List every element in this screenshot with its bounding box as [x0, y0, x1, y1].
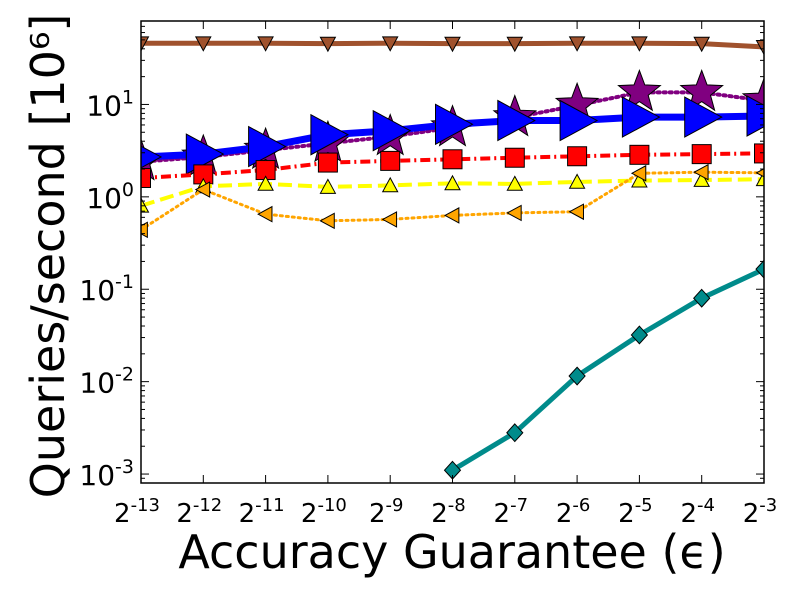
- y-tick-label: 10-2: [79, 364, 134, 400]
- data-point-orange: [693, 163, 709, 181]
- data-point-yellow: [568, 173, 586, 189]
- data-point-red: [317, 152, 338, 173]
- data-point-teal: [568, 366, 586, 386]
- x-axis-label: Accuracy Guarantee (ϵ): [178, 525, 725, 579]
- data-point-orange: [194, 181, 211, 198]
- data-point-yellow: [319, 178, 337, 194]
- data-point-orange: [506, 204, 522, 222]
- data-point-yellow: [693, 171, 711, 187]
- data-point-orange: [568, 203, 584, 221]
- data-point-red: [567, 146, 588, 167]
- data-point-yellow: [381, 176, 399, 193]
- data-point-purple: [679, 68, 724, 112]
- x-tick-label: 2-9: [369, 495, 404, 529]
- data-point-blue: [435, 103, 474, 146]
- data-point-red: [629, 144, 650, 165]
- data-point-blue: [746, 95, 764, 137]
- data-point-blue: [621, 96, 661, 138]
- data-point-brown: [693, 36, 711, 53]
- data-point-red: [442, 149, 463, 170]
- series-teal: [443, 259, 764, 480]
- x-tick-label: 2-12: [176, 495, 222, 529]
- plot-background: [141, 21, 764, 483]
- x-tick-label: 2-5: [618, 495, 653, 529]
- x-tick-label: 2-10: [301, 495, 347, 529]
- data-point-brown: [381, 36, 399, 52]
- data-point-blue: [372, 109, 412, 152]
- x-tick-label: 2-11: [239, 495, 285, 529]
- data-point-blue: [497, 99, 536, 142]
- y-tick-label: 101: [86, 86, 134, 122]
- data-point-orange: [381, 211, 398, 228]
- x-tick-label: 2-8: [431, 495, 466, 529]
- data-point-red: [141, 167, 151, 188]
- data-point-blue: [248, 125, 287, 168]
- tick-layer: 2-13 2-12 2-11 2-10 2-9 2-8 2-7 2-6 2-5 2-4 2-3 10-…: [79, 20, 778, 529]
- data-point-teal: [693, 288, 711, 308]
- data-point-orange: [630, 164, 647, 182]
- data-point-purple: [617, 68, 662, 112]
- series-blue: [141, 95, 764, 175]
- data-point-teal: [755, 259, 764, 279]
- x-tick-label: 2-13: [114, 495, 160, 529]
- x-tick-label: 2-6: [556, 495, 591, 529]
- data-point-red: [691, 144, 712, 165]
- data-point-red: [504, 147, 525, 168]
- series-red: [141, 143, 764, 188]
- series-line-yellow: [141, 177, 764, 208]
- x-tick-label: 2-4: [680, 495, 715, 529]
- data-point-orange: [319, 212, 335, 230]
- data-point-blue: [559, 99, 599, 142]
- data-point-yellow: [631, 172, 648, 188]
- data-point-brown: [506, 36, 524, 53]
- data-point-brown: [631, 36, 648, 52]
- data-point-brown: [444, 36, 461, 53]
- data-point-red: [754, 143, 764, 164]
- series-layer: [141, 36, 764, 480]
- y-tick-label: 10-1: [79, 271, 134, 307]
- x-tick-label: 2-7: [494, 495, 529, 529]
- y-axis-label: Queries/second [10⁶]: [21, 14, 75, 499]
- series-line-teal: [451, 266, 764, 473]
- data-point-brown: [755, 39, 764, 56]
- data-point-blue: [141, 145, 163, 169]
- data-point-orange: [257, 205, 273, 223]
- y-tick-label: 10-3: [79, 456, 134, 492]
- data-point-orange: [443, 207, 460, 224]
- data-point-blue: [310, 113, 349, 156]
- data-point-teal: [506, 423, 524, 443]
- data-point-brown: [319, 36, 337, 53]
- data-point-yellow: [141, 197, 150, 213]
- x-tick-label: 2-3: [743, 495, 778, 529]
- series-brown: [141, 36, 764, 56]
- data-point-yellow: [257, 175, 274, 191]
- data-point-red: [380, 150, 401, 171]
- data-point-brown: [257, 36, 274, 52]
- data-point-brown: [194, 36, 212, 52]
- data-point-blue: [185, 133, 225, 175]
- y-tick-label: 100: [86, 179, 134, 215]
- data-point-blue: [684, 96, 723, 138]
- data-point-teal: [630, 325, 649, 345]
- series-orange: [141, 163, 764, 239]
- series-line-red: [141, 151, 764, 180]
- data-point-brown: [568, 36, 586, 52]
- data-point-yellow: [506, 175, 524, 191]
- data-point-yellow: [444, 174, 461, 191]
